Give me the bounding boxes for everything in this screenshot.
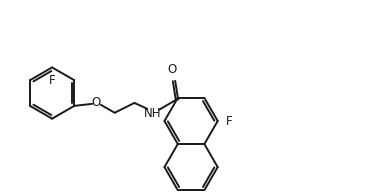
Text: NH: NH bbox=[143, 107, 161, 120]
Text: F: F bbox=[49, 74, 56, 87]
Text: F: F bbox=[226, 114, 232, 127]
Text: O: O bbox=[167, 63, 176, 76]
Text: O: O bbox=[91, 96, 100, 109]
